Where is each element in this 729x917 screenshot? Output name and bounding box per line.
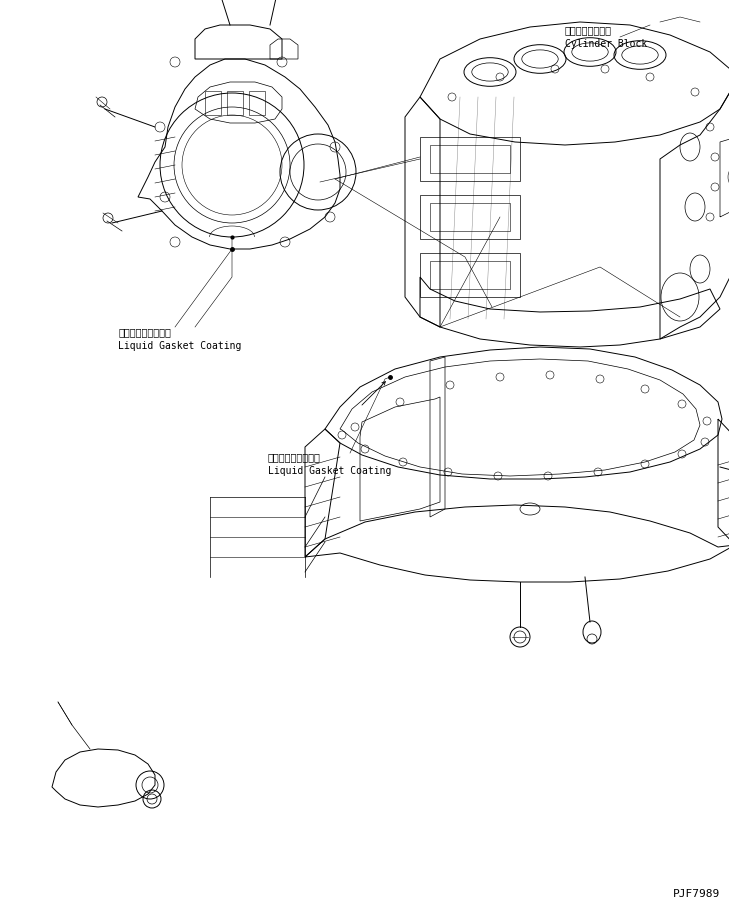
Text: シリンダブロック
Cylinder Block: シリンダブロック Cylinder Block (565, 25, 647, 49)
Text: PJF7989: PJF7989 (673, 889, 720, 899)
Text: 液状ガスケット塗布
Liquid Gasket Coating: 液状ガスケット塗布 Liquid Gasket Coating (268, 452, 391, 476)
Text: 液状ガスケット塗布
Liquid Gasket Coating: 液状ガスケット塗布 Liquid Gasket Coating (118, 327, 241, 351)
